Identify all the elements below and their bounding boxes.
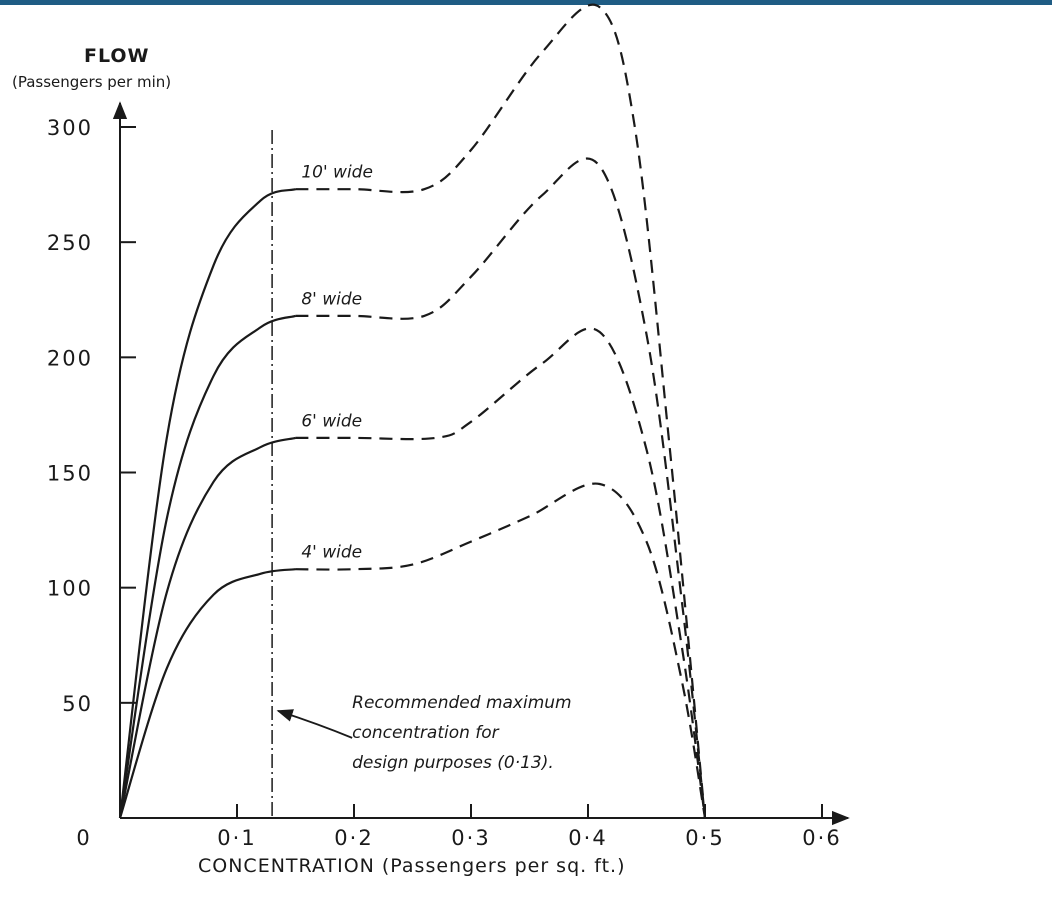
top-accent-bar [0,0,1052,5]
x-tick-label: 0·1 [217,826,256,850]
series-4-wide-label: 4' wide [301,543,362,563]
x-tick-label: 0·2 [334,826,373,850]
y-tick-label: 50 [62,692,93,716]
y-tick-label: 200 [47,346,93,370]
annotation-line: Recommended maximum [352,693,571,713]
y-tick-label: 100 [47,577,93,601]
y-tick-label: 150 [47,462,93,486]
annotation-arrow [276,709,353,739]
series-8-wide-solid-line [118,314,296,819]
series-8-wide-dashed-line [295,157,707,819]
series-6-wide-solid-line [118,436,296,819]
series-8-wide-label: 8' wide [301,289,362,309]
y-tick-label: 300 [47,116,93,140]
series-6-wide-dashed-line [295,327,707,819]
series-10-wide-label: 10' wide [301,163,373,183]
x-tick-label: 0·5 [685,826,724,850]
series-10-wide-dashed-line [295,3,707,819]
x-tick-label: 0·4 [568,826,607,850]
x-axis-title: CONCENTRATION (Passengers per sq. ft.) [198,855,625,877]
x-tick-label: 0·3 [451,826,490,850]
y-axis-subtitle: (Passengers per min) [12,73,171,91]
annotation-line: concentration for [352,723,500,743]
x-tick-label: 0·6 [802,826,841,850]
series-6-wide-label: 6' wide [301,411,362,431]
x-tick-label: 0 [76,826,91,850]
y-tick-label: 250 [47,231,93,255]
annotation-line: design purposes (0·13). [352,753,554,773]
series-4-wide-dashed-line [295,482,707,819]
y-axis-title: FLOW [84,45,150,67]
series-4-wide-solid-line [118,568,296,819]
series-10-wide-solid-line [118,188,296,819]
